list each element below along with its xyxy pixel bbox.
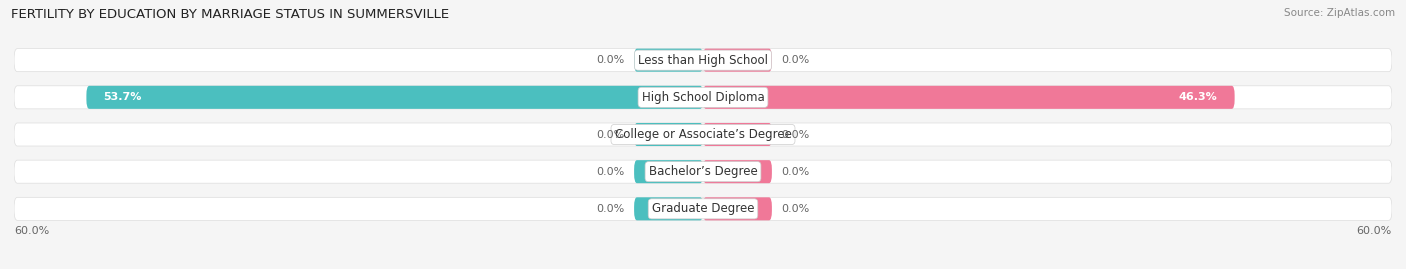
Text: FERTILITY BY EDUCATION BY MARRIAGE STATUS IN SUMMERSVILLE: FERTILITY BY EDUCATION BY MARRIAGE STATU… bbox=[11, 8, 450, 21]
Text: 0.0%: 0.0% bbox=[782, 167, 810, 177]
Text: College or Associate’s Degree: College or Associate’s Degree bbox=[614, 128, 792, 141]
Text: 0.0%: 0.0% bbox=[596, 167, 624, 177]
Text: 0.0%: 0.0% bbox=[782, 129, 810, 140]
FancyBboxPatch shape bbox=[14, 86, 1392, 109]
FancyBboxPatch shape bbox=[634, 123, 703, 146]
FancyBboxPatch shape bbox=[634, 49, 703, 72]
Text: Source: ZipAtlas.com: Source: ZipAtlas.com bbox=[1284, 8, 1395, 18]
FancyBboxPatch shape bbox=[634, 160, 703, 183]
Text: 53.7%: 53.7% bbox=[104, 92, 142, 102]
FancyBboxPatch shape bbox=[703, 197, 772, 220]
FancyBboxPatch shape bbox=[14, 160, 1392, 183]
Text: Graduate Degree: Graduate Degree bbox=[652, 202, 754, 215]
Text: 60.0%: 60.0% bbox=[14, 226, 49, 236]
FancyBboxPatch shape bbox=[634, 197, 703, 220]
Text: 46.3%: 46.3% bbox=[1178, 92, 1218, 102]
FancyBboxPatch shape bbox=[703, 86, 1234, 109]
FancyBboxPatch shape bbox=[703, 123, 772, 146]
FancyBboxPatch shape bbox=[703, 49, 772, 72]
Text: High School Diploma: High School Diploma bbox=[641, 91, 765, 104]
FancyBboxPatch shape bbox=[703, 160, 772, 183]
FancyBboxPatch shape bbox=[14, 49, 1392, 72]
FancyBboxPatch shape bbox=[86, 86, 703, 109]
Text: 0.0%: 0.0% bbox=[596, 129, 624, 140]
Text: Bachelor’s Degree: Bachelor’s Degree bbox=[648, 165, 758, 178]
Text: 60.0%: 60.0% bbox=[1357, 226, 1392, 236]
Text: 0.0%: 0.0% bbox=[782, 204, 810, 214]
FancyBboxPatch shape bbox=[14, 197, 1392, 220]
Text: Less than High School: Less than High School bbox=[638, 54, 768, 67]
Text: 0.0%: 0.0% bbox=[782, 55, 810, 65]
Text: 0.0%: 0.0% bbox=[596, 55, 624, 65]
Text: 0.0%: 0.0% bbox=[596, 204, 624, 214]
FancyBboxPatch shape bbox=[14, 123, 1392, 146]
